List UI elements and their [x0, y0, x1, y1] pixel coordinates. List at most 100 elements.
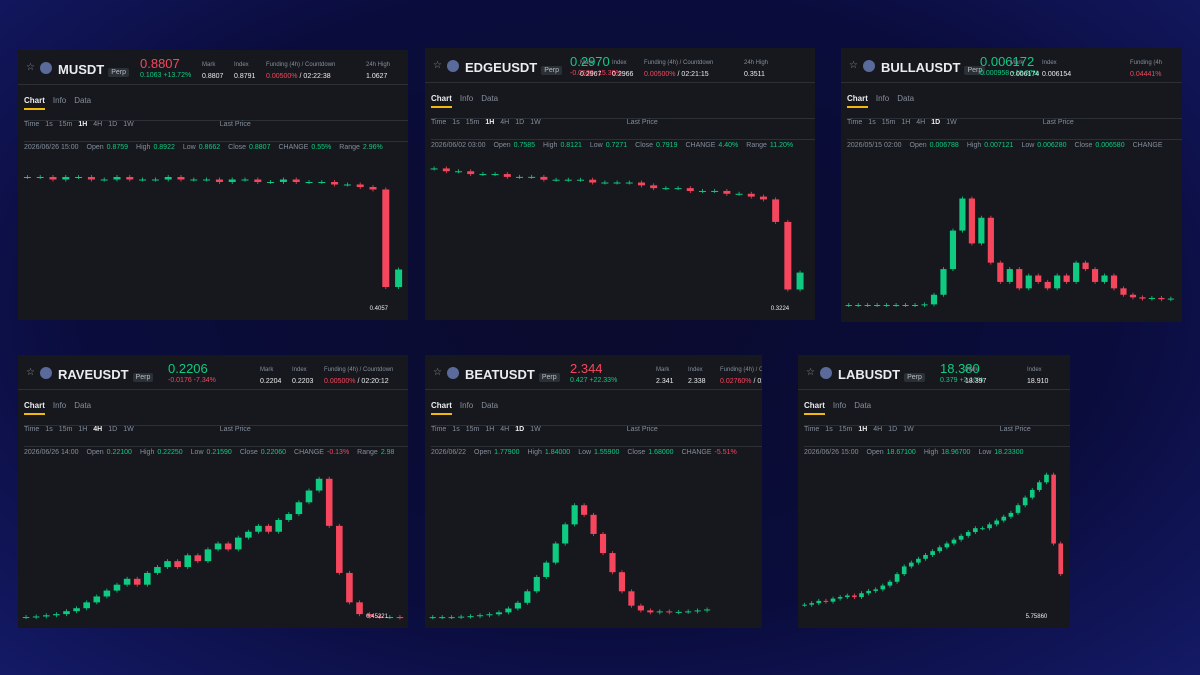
tab[interactable]: Data [897, 94, 915, 103]
tab[interactable]: Chart [431, 401, 452, 415]
timeframe[interactable]: 1W [123, 121, 134, 128]
candle-body [62, 177, 70, 180]
star[interactable]: ☆ [433, 367, 442, 378]
timeframe[interactable]: 1H [485, 426, 495, 433]
timeframe[interactable]: 1s [45, 121, 53, 128]
timeframe[interactable]: 1W [530, 119, 541, 126]
timeframe[interactable]: 1D [515, 426, 525, 433]
tab[interactable]: Info [52, 401, 67, 410]
candle-body [528, 176, 536, 178]
candle-body [796, 272, 804, 290]
candle-body [852, 595, 857, 598]
timeframe[interactable]: 15m [465, 119, 480, 126]
tab[interactable]: Data [481, 94, 499, 103]
candle-body [73, 608, 80, 612]
price-type[interactable]: Last Price [1042, 119, 1074, 126]
timeframe[interactable]: 1H [78, 121, 88, 128]
candle-body [576, 179, 584, 181]
timeframe[interactable]: Time [24, 121, 40, 128]
coin-icon [40, 367, 52, 379]
info-time: 2026/06/26 15:00 [804, 449, 859, 456]
timeframe[interactable]: 1W [946, 119, 957, 126]
tab[interactable]: Chart [24, 96, 45, 110]
price-type[interactable]: Last Price [219, 426, 251, 433]
star[interactable]: ☆ [806, 367, 815, 378]
tab[interactable]: Info [52, 96, 67, 105]
timeframe[interactable]: 1H [78, 426, 88, 433]
tab[interactable]: Chart [431, 94, 452, 108]
timeframe[interactable]: 1W [903, 426, 914, 433]
timeframe[interactable]: Time [24, 426, 40, 433]
info-label: Low [578, 449, 592, 456]
star[interactable]: ☆ [849, 60, 858, 71]
timeframe[interactable]: Time [804, 426, 820, 433]
timeframe[interactable]: 1D [888, 426, 898, 433]
timeframe[interactable]: 15m [838, 426, 853, 433]
tab[interactable]: Data [74, 401, 92, 410]
candle-body [1051, 474, 1056, 544]
timeframe[interactable]: 4H [93, 121, 103, 128]
candle-body [987, 217, 994, 263]
timeframe[interactable]: 4H [93, 426, 103, 433]
price-type[interactable]: Last Price [999, 426, 1031, 433]
timeframe[interactable]: 1H [858, 426, 868, 433]
tab[interactable]: Data [854, 401, 872, 410]
candle-body [254, 179, 262, 182]
candle-body [552, 179, 560, 181]
candle-body [151, 179, 159, 181]
tab[interactable]: Data [481, 401, 499, 410]
star[interactable]: ☆ [26, 367, 35, 378]
timeframe[interactable]: 1s [825, 426, 833, 433]
tab[interactable]: Info [875, 94, 890, 103]
candle-body [215, 179, 223, 182]
info-value: 18.23300 [994, 449, 1024, 456]
timeframe[interactable]: 1H [901, 119, 911, 126]
timeframe[interactable]: 4H [500, 426, 510, 433]
timeframe[interactable]: 1W [123, 426, 134, 433]
timeframe[interactable]: Time [431, 119, 447, 126]
timeframe[interactable]: 1s [45, 426, 53, 433]
timeframe[interactable]: 1s [868, 119, 876, 126]
timeframe[interactable]: 4H [500, 119, 510, 126]
tab[interactable]: Chart [847, 94, 868, 108]
timeframe[interactable]: 1W [530, 426, 541, 433]
timeframe[interactable]: 4H [916, 119, 926, 126]
timeframe[interactable]: 1D [108, 426, 118, 433]
timeframe[interactable]: 4H [873, 426, 883, 433]
candle-body [305, 490, 313, 503]
price-type[interactable]: Last Price [626, 119, 658, 126]
timeframe[interactable]: 1D [108, 121, 118, 128]
timeframe[interactable]: Time [847, 119, 863, 126]
timeframe[interactable]: 1H [485, 119, 495, 126]
timeframe[interactable]: 1D [515, 119, 525, 126]
stat-value: 2.341 [656, 378, 674, 385]
timeframe[interactable]: 15m [465, 426, 480, 433]
timeframe[interactable]: 1D [931, 119, 941, 126]
price-type[interactable]: Last Price [219, 121, 251, 128]
tab[interactable]: Data [74, 96, 92, 105]
info-label: Close [627, 449, 646, 456]
info-label: Close [239, 449, 258, 456]
timeframe[interactable]: 1s [452, 426, 460, 433]
timeframe[interactable]: Time [431, 426, 447, 433]
tab[interactable]: Info [832, 401, 847, 410]
candle-body [454, 171, 462, 173]
tab[interactable]: Info [459, 401, 474, 410]
timeframe[interactable]: 15m [881, 119, 896, 126]
timeframe[interactable]: 15m [58, 121, 73, 128]
info-time: 2026/06/26 15:00 [24, 144, 79, 151]
candle-body [63, 611, 70, 615]
info-value: 0.7919 [656, 142, 678, 149]
tab[interactable]: Chart [804, 401, 825, 415]
star[interactable]: ☆ [26, 62, 35, 73]
timeframe[interactable]: 15m [58, 426, 73, 433]
candle-body [802, 604, 807, 606]
timeframe[interactable]: 1s [452, 119, 460, 126]
tab[interactable]: Chart [24, 401, 45, 415]
tab[interactable]: Info [459, 94, 474, 103]
toolbar: Time 1s 15m 1H 4H 1D 1W Last Price [431, 118, 815, 126]
price-type[interactable]: Last Price [626, 426, 658, 433]
info-label: High [923, 449, 939, 456]
candle-body [32, 616, 40, 618]
star[interactable]: ☆ [433, 60, 442, 71]
